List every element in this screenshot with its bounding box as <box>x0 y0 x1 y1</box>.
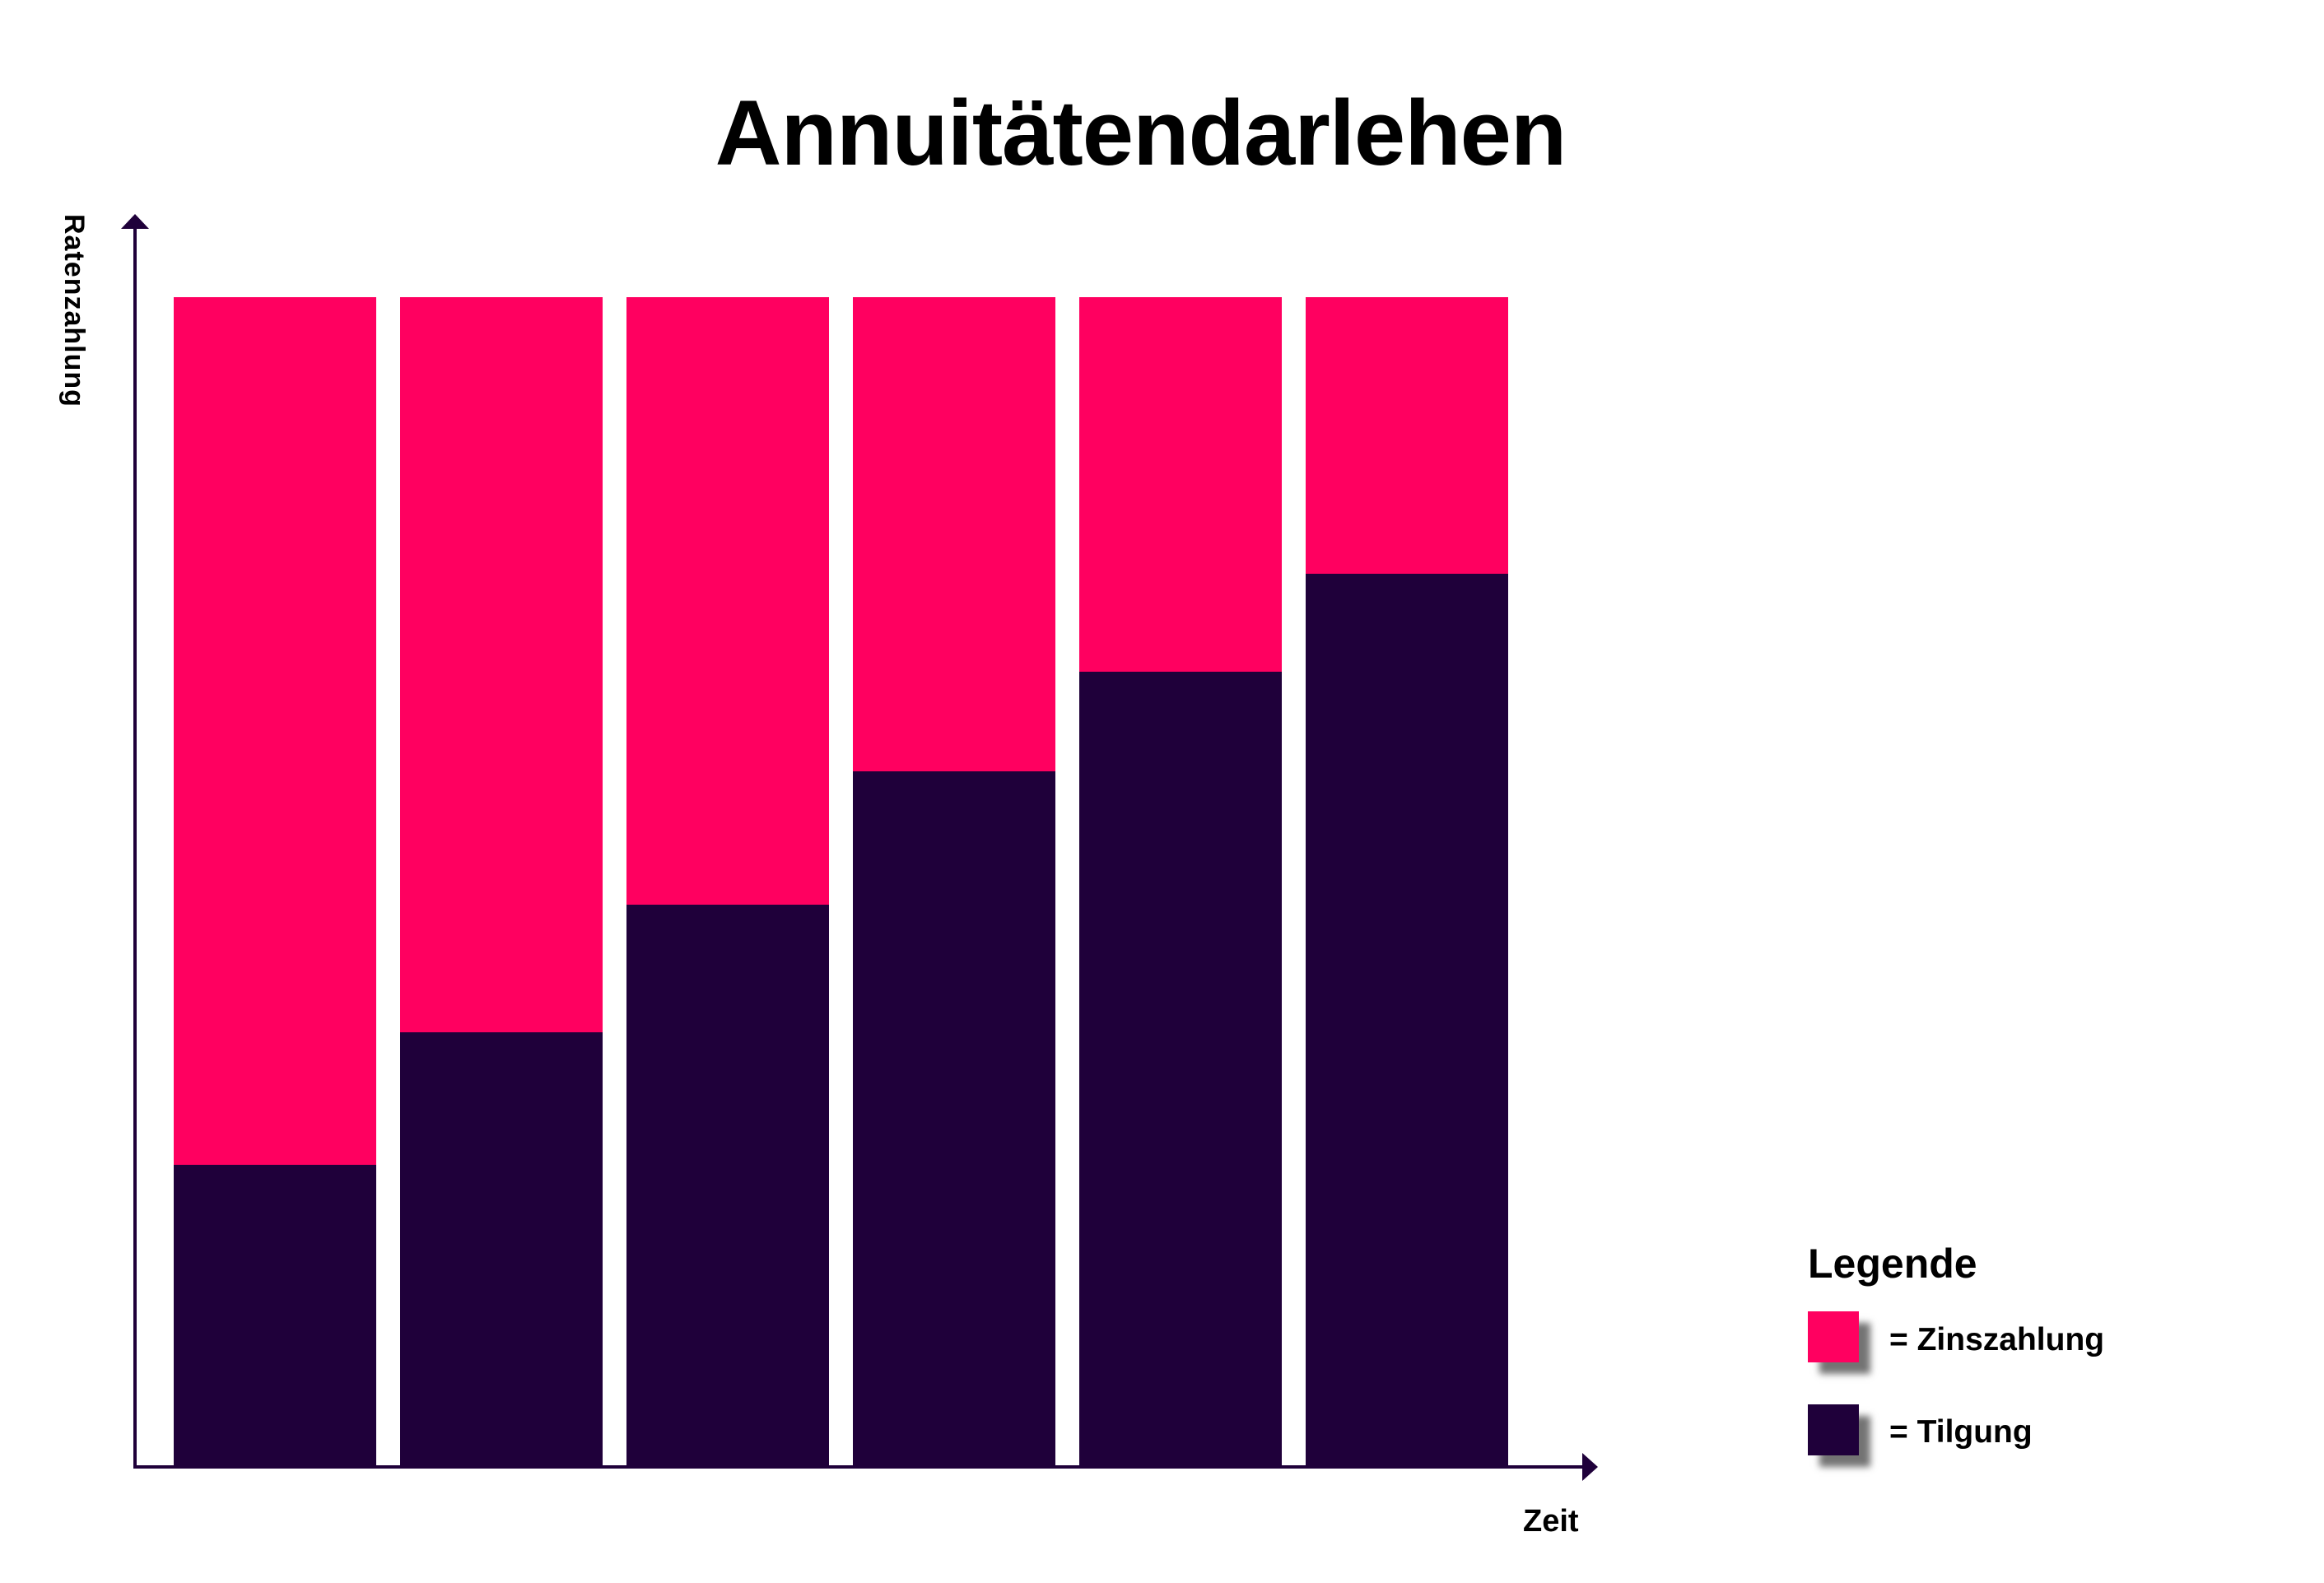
bar-period-4 <box>853 297 1055 1465</box>
bar-segment-zinszahlung <box>1306 297 1508 575</box>
bar-period-3 <box>626 297 829 1465</box>
bar-segment-zinszahlung <box>626 297 829 905</box>
legend-label-tilgung: = Tilgung <box>1889 1414 2033 1450</box>
plot-area <box>174 297 1508 1465</box>
legend-swatch-tilgung <box>1808 1404 1859 1455</box>
legend-swatch-zinszahlung <box>1808 1311 1859 1362</box>
y-axis-line <box>133 224 137 1469</box>
bar-period-1 <box>174 297 376 1465</box>
chart-title: Annuitätendarlehen <box>715 81 1567 184</box>
bar-segment-zinszahlung <box>1079 297 1282 673</box>
bar-segment-tilgung <box>853 771 1055 1465</box>
y-axis-label: Ratenzahlung <box>58 214 90 407</box>
x-axis-label: Zeit <box>1523 1504 1579 1539</box>
bar-period-2 <box>400 297 603 1465</box>
x-axis-arrow-icon <box>1582 1453 1598 1481</box>
legend-label-zinszahlung: = Zinszahlung <box>1889 1322 2105 1357</box>
bar-segment-tilgung <box>400 1031 603 1465</box>
bar-segment-zinszahlung <box>400 297 603 1032</box>
bar-segment-tilgung <box>174 1165 376 1465</box>
bar-segment-zinszahlung <box>174 297 376 1166</box>
legend-title: Legende <box>1808 1241 1977 1287</box>
bar-segment-zinszahlung <box>853 297 1055 772</box>
x-axis-line <box>133 1465 1586 1469</box>
y-axis-arrow-icon <box>121 214 149 229</box>
bar-segment-tilgung <box>626 904 829 1465</box>
bar-period-6 <box>1306 297 1508 1465</box>
bar-period-5 <box>1079 297 1282 1465</box>
bar-segment-tilgung <box>1079 672 1282 1465</box>
bar-segment-tilgung <box>1306 574 1508 1465</box>
